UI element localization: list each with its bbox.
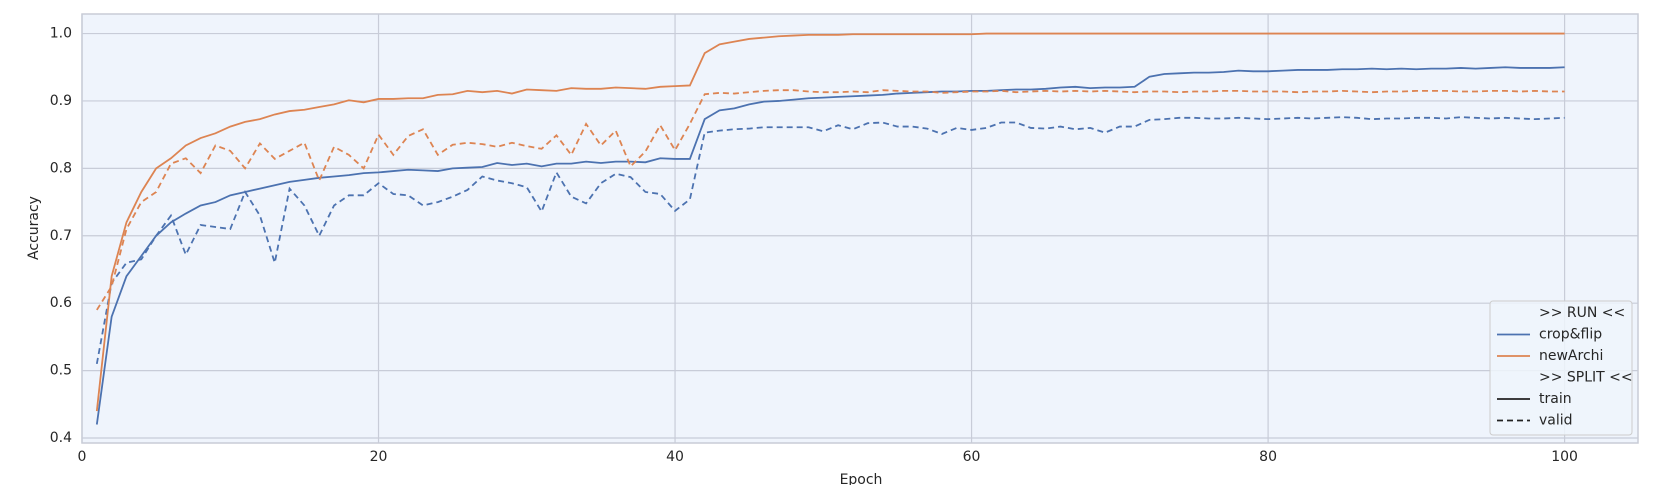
x-tick-label: 100 <box>1551 449 1578 465</box>
x-tick-label: 80 <box>1259 449 1277 465</box>
y-tick-label: 0.4 <box>50 430 72 446</box>
legend-title: >> SPLIT << <box>1539 370 1633 386</box>
y-tick-label: 1.0 <box>50 26 72 42</box>
x-tick-label: 60 <box>963 449 981 465</box>
x-axis-label: Epoch <box>840 472 883 485</box>
legend-label: crop&flip <box>1539 327 1602 343</box>
y-tick-label: 0.6 <box>50 295 72 311</box>
x-tick-label: 40 <box>666 449 684 465</box>
y-axis-label: Accuracy <box>26 196 42 260</box>
x-tick-label: 20 <box>370 449 388 465</box>
legend-title: >> RUN << <box>1539 305 1625 321</box>
line-series <box>95 116 1565 365</box>
y-tick-label: 0.7 <box>50 228 72 244</box>
plot-area <box>81 13 1639 444</box>
line-series <box>96 89 1565 311</box>
y-tick-label: 0.5 <box>50 363 72 379</box>
legend-label: train <box>1539 391 1572 407</box>
line-series <box>95 32 1565 412</box>
y-tick-label: 0.9 <box>50 93 72 109</box>
line-series <box>95 66 1565 425</box>
y-tick-label: 0.8 <box>50 160 72 176</box>
legend-label: valid <box>1539 413 1573 429</box>
legend-label: newArchi <box>1539 348 1603 364</box>
x-tick-label: 0 <box>78 449 87 465</box>
